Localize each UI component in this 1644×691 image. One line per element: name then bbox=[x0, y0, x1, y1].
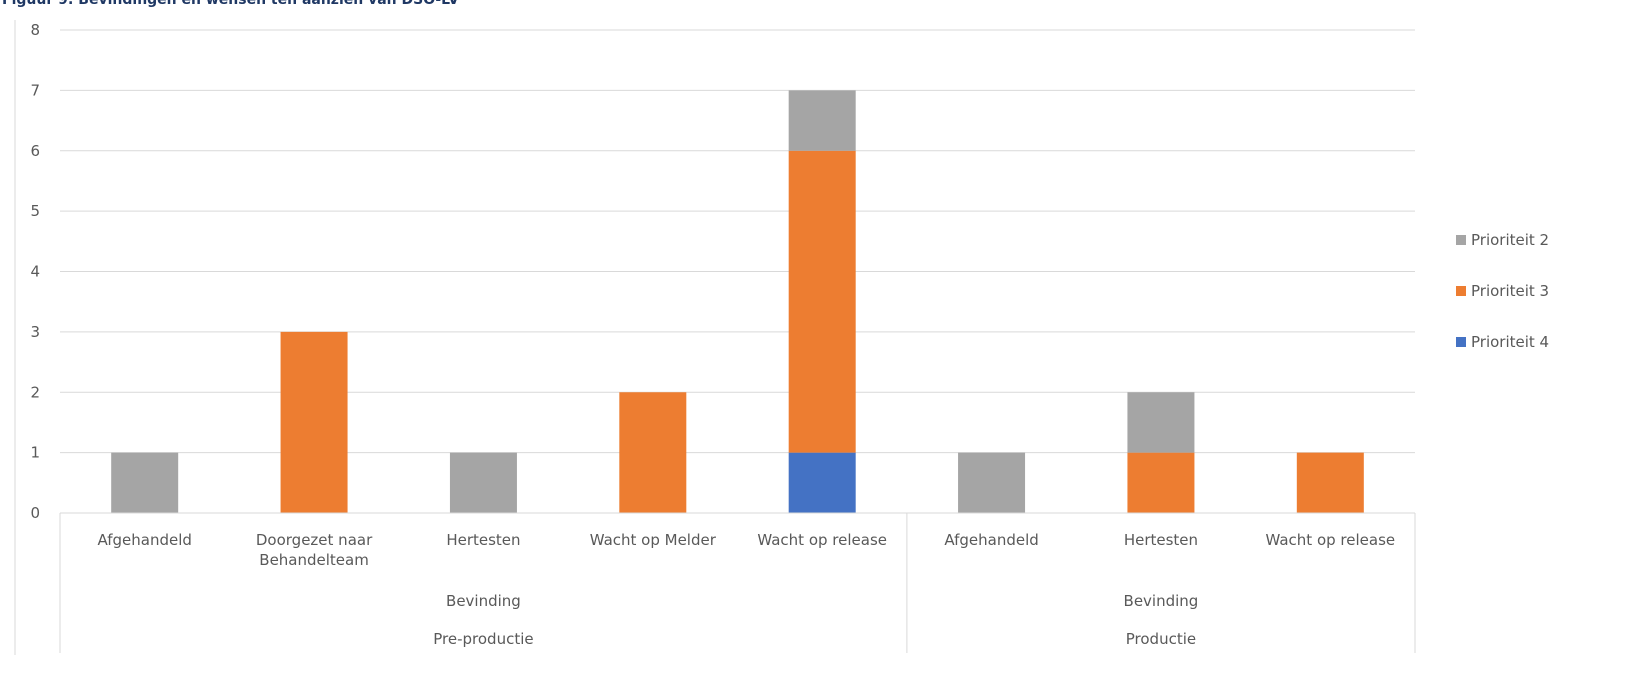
bar-segment bbox=[1296, 452, 1364, 513]
y-tick-label: 1 bbox=[30, 444, 40, 462]
bar-segment bbox=[1127, 392, 1195, 453]
figure-title: Figuur 9: Bevindingen en wensen ten aanz… bbox=[2, 0, 460, 8]
legend-label: Prioriteit 3 bbox=[1471, 282, 1549, 300]
x-group-label: Bevinding bbox=[1124, 592, 1199, 610]
bar-segment bbox=[280, 331, 348, 513]
gridlines bbox=[60, 29, 1415, 454]
legend-swatch bbox=[1456, 235, 1466, 245]
x-category-label: Hertesten bbox=[1124, 531, 1198, 549]
bars bbox=[111, 90, 1364, 513]
x-category-label: Hertesten bbox=[446, 531, 520, 549]
bar-segment bbox=[958, 452, 1026, 513]
bar-segment bbox=[449, 452, 517, 513]
x-category-label: Afgehandeld bbox=[97, 531, 191, 549]
x-category-label: Wacht op release bbox=[1265, 531, 1395, 549]
x-category-label: Doorgezet naar Behandelteam bbox=[256, 531, 373, 569]
legend: Prioriteit 2 Prioriteit 3 Prioriteit 4 bbox=[1456, 231, 1549, 351]
x-group-label: Bevinding bbox=[446, 592, 521, 610]
y-tick-label: 0 bbox=[30, 504, 40, 522]
y-tick-label: 2 bbox=[30, 383, 40, 401]
x-category-label: Afgehandeld bbox=[944, 531, 1038, 549]
y-tick-label: 5 bbox=[30, 202, 40, 220]
legend-swatch bbox=[1456, 337, 1466, 347]
bar-segment bbox=[1127, 452, 1195, 513]
legend-swatch bbox=[1456, 286, 1466, 296]
y-axis-tick-labels: 0 1 2 3 4 5 6 7 8 bbox=[30, 21, 40, 522]
y-tick-label: 6 bbox=[30, 142, 40, 160]
legend-label: Prioriteit 4 bbox=[1471, 333, 1549, 351]
x-category-label: Wacht op release bbox=[757, 531, 887, 549]
y-tick-label: 7 bbox=[30, 81, 40, 99]
y-tick-label: 4 bbox=[30, 263, 40, 281]
x-top-group-label: Productie bbox=[1126, 630, 1196, 648]
y-tick-label: 8 bbox=[30, 21, 40, 39]
legend-label: Prioriteit 2 bbox=[1471, 231, 1549, 249]
axis-lines bbox=[14, 20, 1416, 655]
bar-segment bbox=[788, 90, 856, 151]
bar-segment bbox=[619, 392, 687, 513]
x-category-label: Wacht op Melder bbox=[590, 531, 717, 549]
x-top-group-label: Pre-productie bbox=[433, 630, 533, 648]
bar-segment bbox=[788, 150, 856, 453]
bar-segment bbox=[788, 452, 856, 513]
y-tick-label: 3 bbox=[30, 323, 40, 341]
x-axis-category-labels: Afgehandeld Doorgezet naar Behandelteam Her… bbox=[97, 531, 1395, 648]
bar-segment bbox=[111, 452, 179, 513]
